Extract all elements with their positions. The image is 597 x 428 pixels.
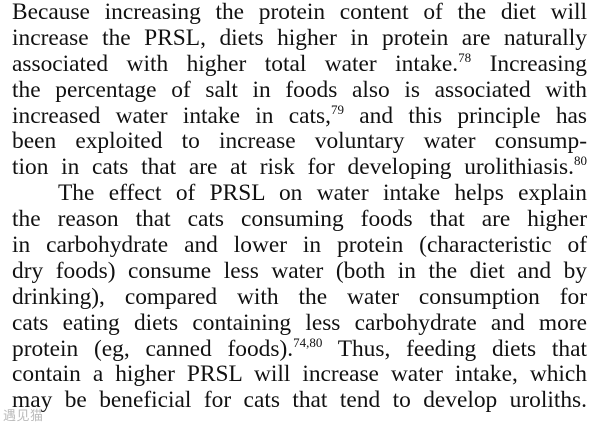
citation-superscript: 79 xyxy=(330,101,344,117)
line-text: the reason that cats consuming foods tha… xyxy=(12,206,587,233)
line-segment: tion in cats that are at risk for develo… xyxy=(12,154,574,181)
line-text: increase the PRSL, diets higher in prote… xyxy=(12,24,587,51)
text-line: The effect of PRSL on water intake helps… xyxy=(12,180,587,207)
line-text: dry foods) consume less water (both in t… xyxy=(12,257,587,284)
line-text: tion in cats that are at risk for develo… xyxy=(12,153,587,181)
line-text: the percentage of salt in foods also is … xyxy=(12,76,587,103)
line-text: Because increasing the protein content o… xyxy=(12,0,587,25)
text-line: been exploited to increase voluntary wat… xyxy=(12,129,587,155)
citation-superscript: 78 xyxy=(458,49,472,65)
text-line: associated with higher total water intak… xyxy=(12,49,588,78)
line-text: The effect of PRSL on water intake helps… xyxy=(58,180,587,207)
line-text: contain a higher PRSL will increase wate… xyxy=(12,361,587,388)
text-line: tion in cats that are at risk for develo… xyxy=(12,153,587,181)
watermark-logo: 遇见猫 xyxy=(3,408,44,423)
text-line: contain a higher PRSL will increase wate… xyxy=(12,362,587,388)
body-text: Because increasing the protein content o… xyxy=(12,0,587,414)
text-line: Because increasing the protein content o… xyxy=(12,0,587,26)
text-line: in carbohydrate and lower in protein (ch… xyxy=(12,232,587,259)
line-text: protein (eg, canned foods).74,80 Thus, f… xyxy=(12,334,587,363)
line-text: cats eating diets containing less carboh… xyxy=(12,309,587,336)
line-text: increased water intake in cats,79 and th… xyxy=(12,101,587,130)
text-line: drinking), compared with the water consu… xyxy=(12,283,587,311)
text-line: the reason that cats consuming foods tha… xyxy=(12,206,587,233)
text-line: increased water intake in cats,79 and th… xyxy=(12,101,587,130)
line-text: may be beneficial for cats that tend to … xyxy=(12,387,587,414)
citation-superscript: 80 xyxy=(574,153,587,169)
text-line: cats eating diets containing less carboh… xyxy=(12,309,587,337)
text-line: dry foods) consume less water (both in t… xyxy=(12,257,587,285)
line-text: been exploited to increase voluntary wat… xyxy=(12,128,587,155)
line-text: drinking), compared with the water consu… xyxy=(12,283,587,310)
text-line: may be beneficial for cats that tend to … xyxy=(12,387,587,414)
line-text: in carbohydrate and lower in protein (ch… xyxy=(12,232,587,259)
text-line: protein (eg, canned foods).74,80 Thus, f… xyxy=(12,334,587,363)
line-segment: associated with higher total water intak… xyxy=(12,50,459,77)
line-segment: protein (eg, canned foods). xyxy=(12,335,294,362)
citation-superscript: 74,80 xyxy=(293,334,323,350)
line-segment: Increasing xyxy=(471,50,588,77)
line-text: associated with higher total water intak… xyxy=(12,49,588,78)
line-segment: increased water intake in cats, xyxy=(12,102,331,129)
line-segment: and this principle has xyxy=(343,102,587,129)
text-line: the percentage of salt in foods also is … xyxy=(12,76,587,104)
text-line: increase the PRSL, diets higher in prote… xyxy=(12,24,587,52)
line-segment: Thus, feeding diets that xyxy=(322,335,587,362)
